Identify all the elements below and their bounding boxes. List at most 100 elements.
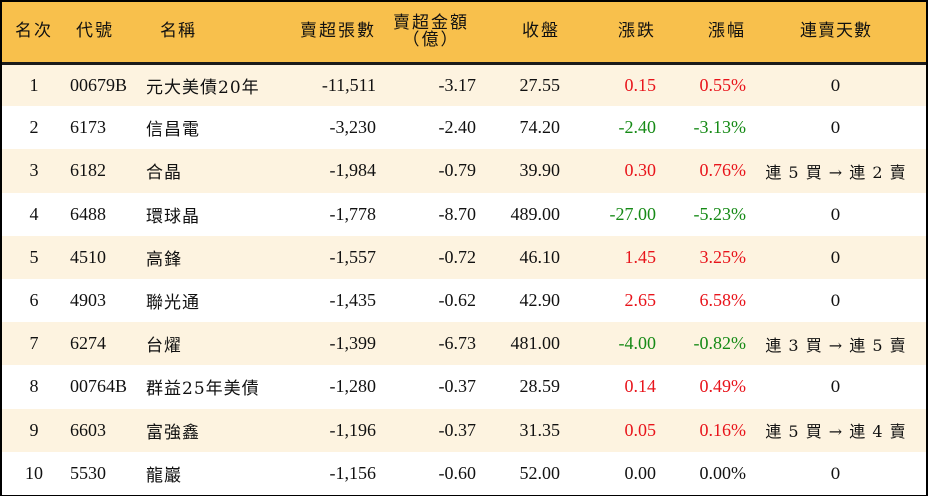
close-cell: 28.59 bbox=[519, 376, 561, 397]
header-rank[interactable]: 名次 bbox=[2, 2, 66, 65]
table-header: 名次 代號 名稱 賣超張數 賣超金額 （億） 收盤 漲跌 漲幅 連賣天數 bbox=[2, 2, 926, 65]
change-pct-cell: 0.16% bbox=[699, 419, 747, 440]
streak-cell: 連 5 買 → 連 2 賣 bbox=[765, 162, 907, 182]
code-cell[interactable]: 6488 bbox=[70, 203, 106, 224]
code-cell[interactable]: 6182 bbox=[70, 160, 106, 181]
name-cell[interactable]: 合晶 bbox=[146, 163, 182, 184]
name-cell[interactable]: 群益25年美債 bbox=[146, 379, 260, 400]
table-row[interactable]: 8 00764B 群益25年美債 -1,280 -0.37 28.59 0.14… bbox=[2, 365, 926, 409]
table-body: 1 00679B 元大美債20年 -11,511 -3.17 27.55 0.1… bbox=[2, 63, 926, 495]
net-sell-amount-cell: -0.62 bbox=[438, 290, 477, 311]
net-sell-amount-cell: -0.37 bbox=[438, 419, 477, 440]
code-cell[interactable]: 4903 bbox=[70, 290, 106, 311]
change-cell: -4.00 bbox=[618, 333, 657, 354]
change-pct-cell: -3.13% bbox=[693, 117, 747, 138]
streak-cell: 0 bbox=[830, 377, 842, 397]
change-cell: 0.05 bbox=[624, 419, 657, 440]
change-pct-cell: 0.55% bbox=[699, 74, 747, 95]
rank-cell: 1 bbox=[29, 74, 39, 95]
name-cell[interactable]: 環球晶 bbox=[146, 206, 200, 227]
table-row[interactable]: 9 6603 富強鑫 -1,196 -0.37 31.35 0.05 0.16%… bbox=[2, 408, 926, 452]
streak-cell: 0 bbox=[830, 247, 842, 267]
rank-cell: 9 bbox=[29, 419, 39, 440]
net-sell-shares-cell: -1,156 bbox=[329, 462, 377, 483]
name-cell[interactable]: 元大美債20年 bbox=[146, 77, 260, 98]
rank-cell: 4 bbox=[29, 203, 39, 224]
change-pct-cell: -0.82% bbox=[693, 333, 747, 354]
code-cell[interactable]: 6274 bbox=[70, 333, 106, 354]
net-sell-amount-cell: -0.79 bbox=[438, 160, 477, 181]
close-cell: 42.90 bbox=[519, 290, 561, 311]
code-cell[interactable]: 6603 bbox=[70, 419, 106, 440]
close-cell: 481.00 bbox=[510, 333, 561, 354]
header-change-pct[interactable]: 漲幅 bbox=[656, 2, 746, 65]
code-cell[interactable]: 00764B bbox=[70, 376, 128, 397]
header-name[interactable]: 名稱 bbox=[146, 2, 286, 65]
name-cell[interactable]: 高鋒 bbox=[146, 249, 182, 270]
net-sell-shares-cell: -1,435 bbox=[329, 290, 377, 311]
table-row[interactable]: 7 6274 台燿 -1,399 -6.73 481.00 -4.00 -0.8… bbox=[2, 322, 926, 366]
change-pct-cell: 6.58% bbox=[699, 290, 747, 311]
table-row[interactable]: 1 00679B 元大美債20年 -11,511 -3.17 27.55 0.1… bbox=[2, 63, 926, 107]
streak-cell: 連 3 買 → 連 5 賣 bbox=[765, 335, 907, 355]
code-cell[interactable]: 6173 bbox=[70, 117, 106, 138]
rank-cell: 8 bbox=[29, 376, 39, 397]
close-cell: 52.00 bbox=[519, 462, 561, 483]
header-code[interactable]: 代號 bbox=[66, 2, 146, 65]
streak-cell: 0 bbox=[830, 463, 842, 483]
net-sell-amount-cell: -0.60 bbox=[438, 462, 477, 483]
close-cell: 489.00 bbox=[510, 203, 561, 224]
header-change[interactable]: 漲跌 bbox=[566, 2, 656, 65]
change-cell: -27.00 bbox=[609, 203, 657, 224]
close-cell: 39.90 bbox=[519, 160, 561, 181]
net-sell-shares-cell: -1,984 bbox=[329, 160, 377, 181]
change-cell: -2.40 bbox=[618, 117, 657, 138]
rank-cell: 7 bbox=[29, 333, 39, 354]
code-cell[interactable]: 5530 bbox=[70, 462, 106, 483]
net-sell-shares-cell: -1,557 bbox=[329, 246, 377, 267]
table-row[interactable]: 5 4510 高鋒 -1,557 -0.72 46.10 1.45 3.25% … bbox=[2, 235, 926, 279]
name-cell[interactable]: 聯光通 bbox=[146, 293, 200, 314]
header-streak[interactable]: 連賣天數 bbox=[746, 2, 926, 65]
name-cell[interactable]: 龍巖 bbox=[146, 465, 182, 486]
net-sell-shares-cell: -1,399 bbox=[329, 333, 377, 354]
table-row[interactable]: 3 6182 合晶 -1,984 -0.79 39.90 0.30 0.76% … bbox=[2, 149, 926, 193]
code-cell[interactable]: 00679B bbox=[70, 74, 128, 95]
change-pct-cell: -5.23% bbox=[693, 203, 747, 224]
net-sell-shares-cell: -1,280 bbox=[329, 376, 377, 397]
header-net-sell-shares[interactable]: 賣超張數 bbox=[286, 2, 376, 65]
net-sell-shares-cell: -1,778 bbox=[329, 203, 377, 224]
close-cell: 27.55 bbox=[519, 74, 561, 95]
change-cell: 1.45 bbox=[624, 246, 657, 267]
net-sell-amount-cell: -6.73 bbox=[438, 333, 477, 354]
change-pct-cell: 0.76% bbox=[699, 160, 747, 181]
code-cell[interactable]: 4510 bbox=[70, 246, 106, 267]
header-net-sell-amount[interactable]: 賣超金額 （億） bbox=[376, 2, 476, 65]
change-pct-cell: 0.49% bbox=[699, 376, 747, 397]
change-cell: 0.15 bbox=[624, 74, 657, 95]
name-cell[interactable]: 信昌電 bbox=[146, 120, 200, 141]
net-sell-amount-cell: -0.37 bbox=[438, 376, 477, 397]
streak-cell: 0 bbox=[830, 118, 842, 138]
table-row[interactable]: 2 6173 信昌電 -3,230 -2.40 74.20 -2.40 -3.1… bbox=[2, 106, 926, 150]
net-sell-amount-cell: -0.72 bbox=[438, 246, 477, 267]
net-sell-amount-cell: -2.40 bbox=[438, 117, 477, 138]
table-row[interactable]: 6 4903 聯光通 -1,435 -0.62 42.90 2.65 6.58%… bbox=[2, 278, 926, 323]
net-sell-shares-cell: -3,230 bbox=[329, 117, 377, 138]
change-cell: 0.30 bbox=[624, 160, 657, 181]
net-sell-shares-cell: -11,511 bbox=[321, 74, 376, 95]
rank-cell: 2 bbox=[29, 117, 39, 138]
change-pct-cell: 3.25% bbox=[699, 246, 747, 267]
change-cell: 2.65 bbox=[624, 290, 657, 311]
net-sell-amount-cell: -8.70 bbox=[438, 203, 477, 224]
name-cell[interactable]: 富強鑫 bbox=[146, 422, 200, 443]
rank-cell: 5 bbox=[29, 246, 39, 267]
streak-cell: 0 bbox=[830, 291, 842, 311]
table-row[interactable]: 4 6488 環球晶 -1,778 -8.70 489.00 -27.00 -5… bbox=[2, 192, 926, 236]
name-cell[interactable]: 台燿 bbox=[146, 336, 182, 357]
table-row[interactable]: 10 5530 龍巖 -1,156 -0.60 52.00 0.00 0.00%… bbox=[2, 451, 926, 495]
header-close[interactable]: 收盤 bbox=[476, 2, 566, 65]
rank-cell: 6 bbox=[29, 290, 39, 311]
close-cell: 74.20 bbox=[519, 117, 561, 138]
